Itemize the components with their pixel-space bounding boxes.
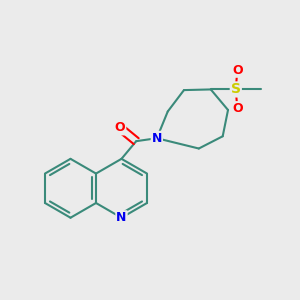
Text: N: N bbox=[116, 211, 127, 224]
Text: O: O bbox=[232, 64, 243, 77]
Text: S: S bbox=[231, 82, 241, 96]
Text: N: N bbox=[152, 132, 162, 145]
Text: O: O bbox=[115, 122, 125, 134]
Text: O: O bbox=[232, 102, 243, 115]
